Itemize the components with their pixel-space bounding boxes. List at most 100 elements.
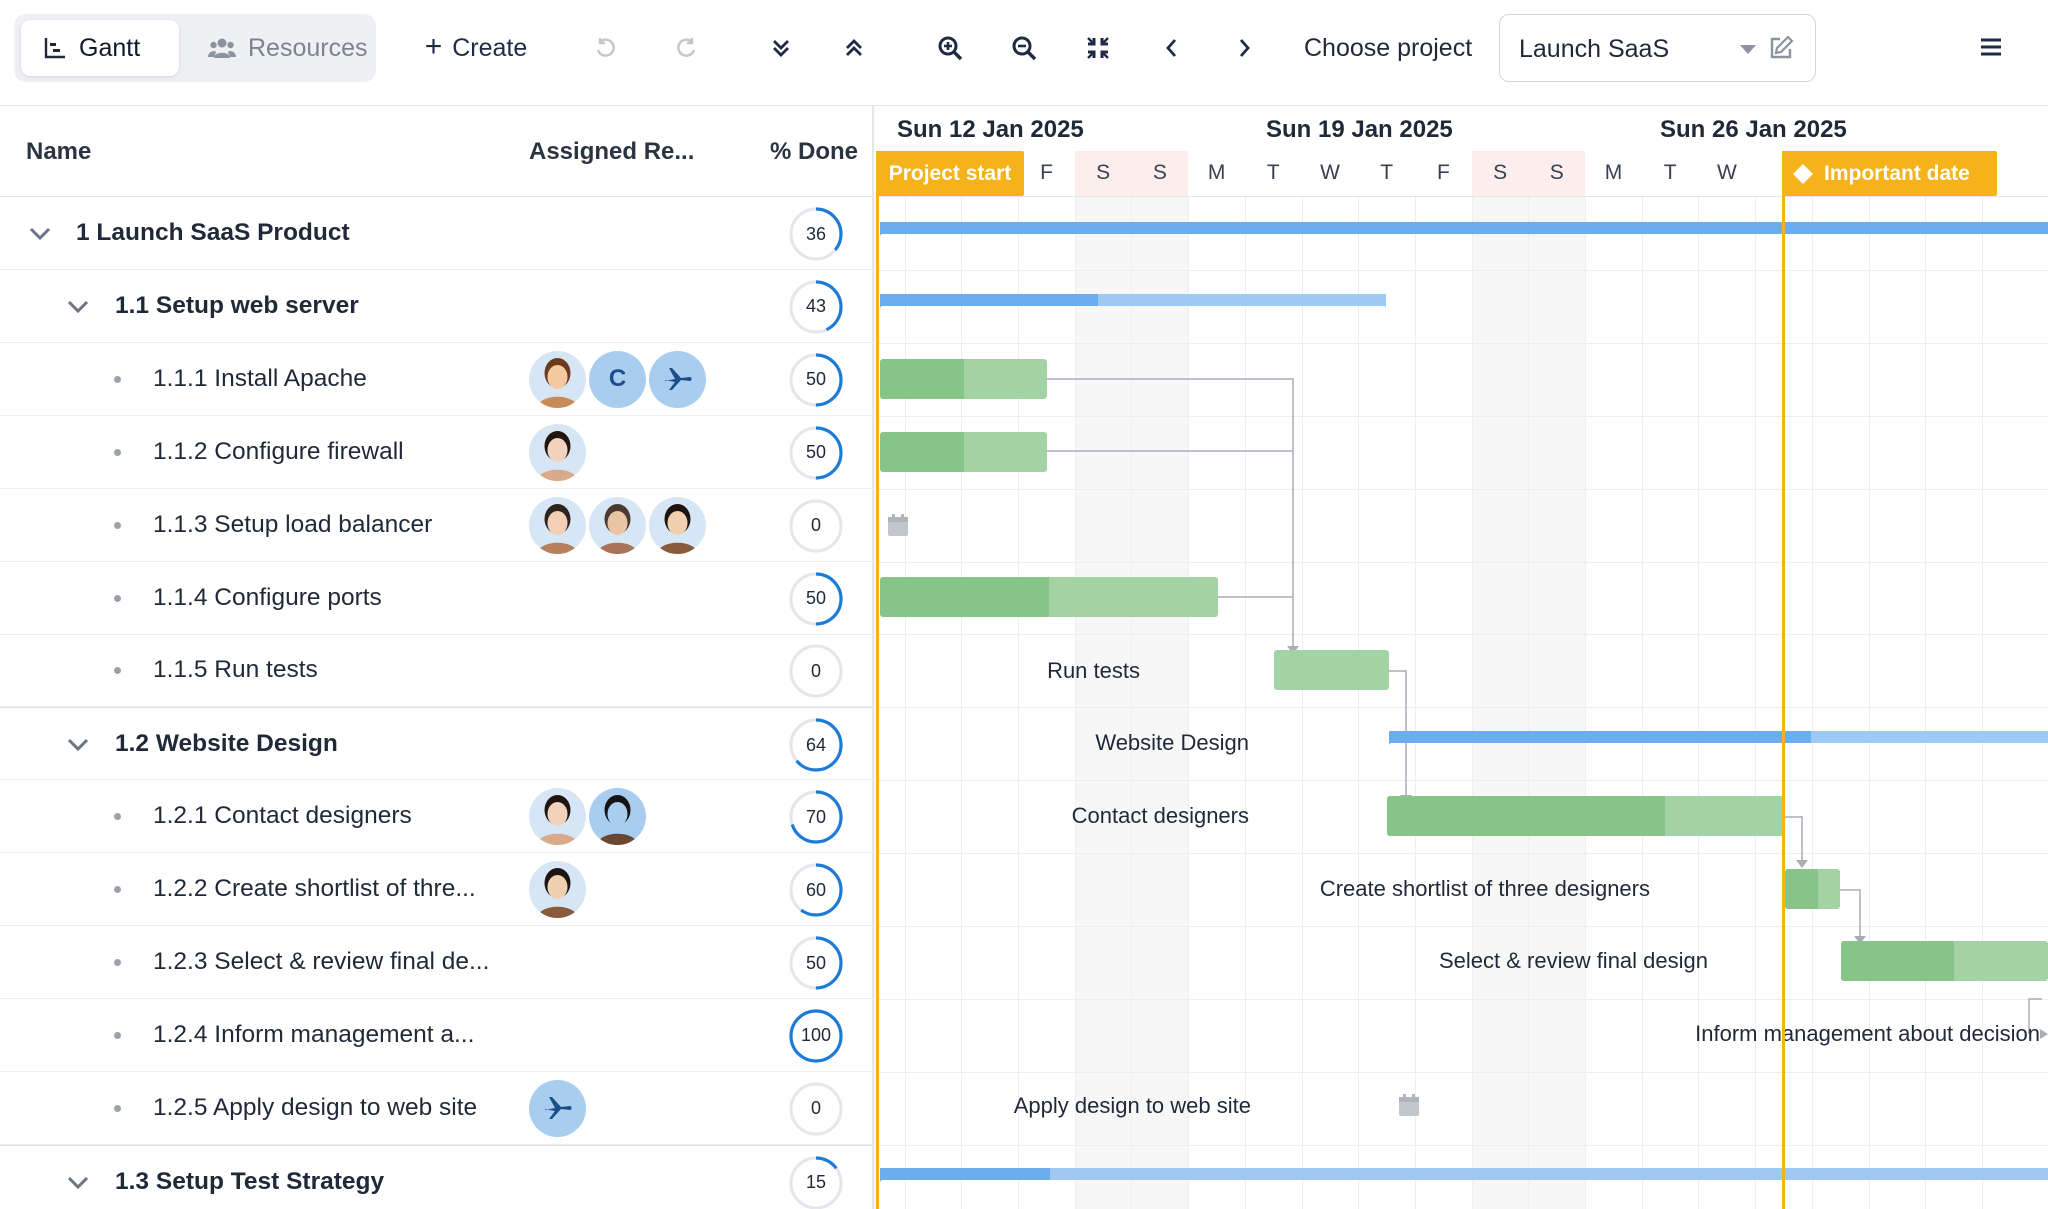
- table-row[interactable]: 1.2.4 Inform management a... 100: [0, 999, 874, 1072]
- assigned-resources[interactable]: C: [529, 350, 706, 408]
- expand-all-button[interactable]: [761, 24, 801, 72]
- important-date-flag[interactable]: Important date: [1782, 151, 1997, 196]
- column-header-done[interactable]: % Done: [770, 138, 859, 165]
- table-row[interactable]: 1.1.3 Setup load balancer 0: [0, 489, 874, 562]
- task-bar-run-tests[interactable]: [1274, 650, 1389, 690]
- percent-done-value: 36: [805, 223, 827, 244]
- undo-icon: [596, 38, 615, 57]
- day-header: S: [1549, 161, 1564, 184]
- airplane-icon[interactable]: [529, 1079, 586, 1137]
- table-row[interactable]: 1.2.1 Contact designers 70: [0, 780, 874, 854]
- table-row[interactable]: 1.3 Setup Test Strategy 15: [0, 1144, 874, 1209]
- undo-button[interactable]: [586, 24, 626, 72]
- task-name[interactable]: 1.3 Setup Test Strategy: [115, 1167, 385, 1195]
- table-row[interactable]: 1.1.5 Run tests 0: [0, 634, 874, 708]
- task-name[interactable]: 1.2.3 Select & review final de...: [153, 948, 490, 975]
- grid-line: [1018, 196, 1019, 1209]
- tab-gantt[interactable]: Gantt: [21, 20, 179, 76]
- task-name[interactable]: 1.2.1 Contact designers: [153, 802, 412, 830]
- table-row[interactable]: 1.2.2 Create shortlist of thre... 60: [0, 853, 874, 927]
- table-row[interactable]: 1.2.3 Select & review final de... 50: [0, 926, 874, 999]
- task-bar-create-shortlist[interactable]: [1785, 869, 1840, 909]
- task-name[interactable]: 1.1.3 Setup load balancer: [153, 510, 433, 538]
- task-name[interactable]: 1.2 Website Design: [115, 730, 338, 758]
- row-line: [876, 998, 2048, 1000]
- calendar-icon: [888, 514, 908, 536]
- summary-bar-setup-web-server[interactable]: [880, 294, 1386, 306]
- zoom-in-button[interactable]: [930, 24, 970, 72]
- avatar-initials[interactable]: C: [589, 350, 646, 408]
- chevron-down-icon[interactable]: [66, 294, 90, 318]
- table-row[interactable]: 1.2.5 Apply design to web site 0: [0, 1072, 874, 1145]
- chevron-left-icon: [1166, 39, 1177, 57]
- next-timespan-button[interactable]: [1225, 24, 1265, 72]
- grid-line: [1358, 196, 1360, 1209]
- task-name[interactable]: 1.2.5 Apply design to web site: [153, 1093, 478, 1121]
- task-bar-select-review[interactable]: [1841, 941, 2048, 981]
- avatar[interactable]: [649, 496, 706, 554]
- assigned-resources[interactable]: [529, 1079, 586, 1137]
- dependency-lines: [1047, 378, 2048, 1039]
- summary-bar-launch-saas[interactable]: [880, 222, 2048, 234]
- table-row[interactable]: 1.1 Setup web server 43: [0, 270, 874, 343]
- task-bar-configure-firewall[interactable]: [880, 432, 1047, 472]
- table-row[interactable]: 1.1.2 Configure firewall 50: [0, 416, 874, 489]
- collapse-all-button[interactable]: [834, 24, 874, 72]
- percent-done-ring: 50: [788, 571, 844, 627]
- summary-bar-website-design[interactable]: [1389, 731, 2048, 743]
- chevron-down-icon[interactable]: [66, 732, 90, 756]
- percent-done-value: 0: [810, 515, 821, 536]
- avatar[interactable]: [529, 861, 586, 919]
- avatar[interactable]: [529, 350, 586, 408]
- task-name[interactable]: 1.2.2 Create shortlist of thre...: [153, 875, 476, 903]
- assigned-resources[interactable]: [529, 496, 706, 554]
- previous-timespan-button[interactable]: [1151, 24, 1191, 72]
- airplane-icon[interactable]: [649, 350, 706, 408]
- chevron-right-icon: [1239, 39, 1250, 57]
- weekend-column: [1074, 151, 1132, 1209]
- task-bar-contact-designers[interactable]: [1387, 796, 1784, 836]
- row-line: [876, 707, 2048, 709]
- chevron-down-icon[interactable]: [28, 221, 52, 245]
- percent-done-value: 0: [810, 660, 821, 681]
- task-name[interactable]: 1 Launch SaaS Product: [76, 219, 350, 246]
- project-select[interactable]: Launch SaaS: [1499, 14, 1816, 82]
- caret-down-icon[interactable]: [1740, 45, 1756, 55]
- zoom-out-button[interactable]: [1004, 24, 1044, 72]
- assigned-resources[interactable]: [529, 423, 586, 481]
- chevron-down-icon[interactable]: [66, 1170, 90, 1194]
- column-header-name[interactable]: Name: [26, 138, 92, 165]
- table-row[interactable]: 1.1.1 Install Apache C 50: [0, 343, 874, 416]
- avatar[interactable]: [529, 496, 586, 554]
- task-bar-install-apache[interactable]: [880, 359, 1047, 399]
- task-name[interactable]: 1.1.5 Run tests: [153, 656, 318, 684]
- summary-bar-setup-test-strategy[interactable]: [880, 1168, 2048, 1180]
- task-name[interactable]: 1.1 Setup web server: [115, 291, 359, 319]
- avatar[interactable]: [589, 496, 646, 554]
- task-name[interactable]: 1.1.1 Install Apache: [153, 364, 367, 392]
- table-row[interactable]: 1.2 Website Design 64: [0, 707, 874, 781]
- edit-icon[interactable]: [1768, 35, 1794, 61]
- avatar[interactable]: [529, 423, 586, 481]
- task-name[interactable]: 1.2.4 Inform management a...: [153, 1020, 475, 1048]
- row-line: [876, 488, 2048, 490]
- table-row[interactable]: 1 Launch SaaS Product 36: [0, 197, 874, 270]
- table-row[interactable]: 1.1.4 Configure ports 50: [0, 562, 874, 635]
- week-header: Sun 12 Jan 2025: [897, 116, 1084, 143]
- column-header-assigned[interactable]: Assigned Re...: [529, 138, 695, 165]
- avatar[interactable]: [529, 788, 586, 846]
- hamburger-menu-icon[interactable]: [1978, 34, 2004, 60]
- tab-resources[interactable]: Resources: [186, 20, 369, 76]
- project-start-flag[interactable]: Project start: [876, 151, 1024, 196]
- avatar[interactable]: [589, 788, 646, 846]
- task-bar-configure-ports[interactable]: [880, 577, 1218, 617]
- redo-button[interactable]: [666, 24, 706, 72]
- row-line: [876, 634, 2048, 636]
- assigned-resources[interactable]: [529, 788, 646, 846]
- assigned-resources[interactable]: [529, 861, 586, 919]
- grid-line: [961, 196, 963, 1209]
- zoom-to-fit-button[interactable]: [1078, 24, 1118, 72]
- task-name[interactable]: 1.1.4 Configure ports: [153, 583, 382, 611]
- create-button[interactable]: + Create: [416, 24, 536, 72]
- task-name[interactable]: 1.1.2 Configure firewall: [153, 437, 404, 465]
